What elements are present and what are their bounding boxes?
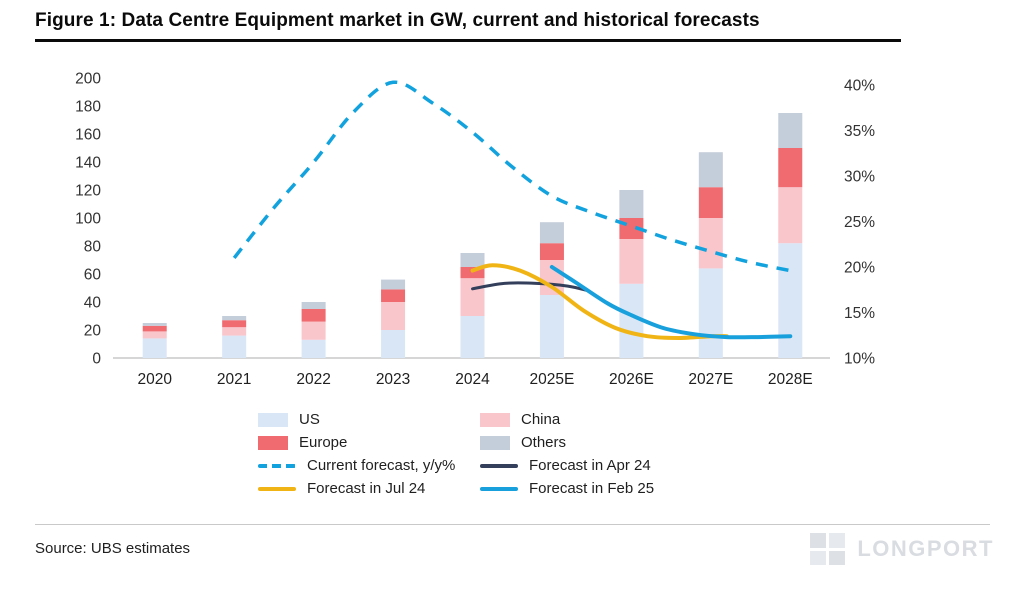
bar-segment-others <box>142 323 167 326</box>
bar-segment-us <box>539 295 564 358</box>
x-axis-label: 2021 <box>217 371 251 388</box>
bar-segment-china <box>698 218 723 269</box>
y-axis-left-tick: 120 <box>75 183 101 200</box>
legend-item-forecast-in-feb-25: Forecast in Feb 25 <box>480 477 730 500</box>
line-forecast-in-feb-25 <box>549 265 793 340</box>
bar-segment-us <box>301 339 326 358</box>
figure-header: Figure 1: Data Centre Equipment market i… <box>35 10 901 42</box>
y-axis-left-tick: 80 <box>84 239 102 256</box>
y-axis-right-tick: 30% <box>844 169 875 186</box>
legend-swatch-forecast-in-apr-24 <box>480 463 518 468</box>
legend-item-forecast-in-jul-24: Forecast in Jul 24 <box>258 477 480 500</box>
x-axis-label: 2024 <box>455 371 490 388</box>
chart-area: 0 20 40 60 80 100 120 140 160 180 200 10% 15% 20% 25% 3… <box>30 58 890 406</box>
legend-label-others: Others <box>521 434 567 451</box>
bar-segment-china <box>778 187 803 244</box>
bar-segment-china <box>142 331 167 339</box>
y-axis-left-tick: 60 <box>84 267 102 284</box>
legend-swatch-europe <box>258 435 288 450</box>
source-note: Source: UBS estimates <box>35 540 191 557</box>
bar-segment-china <box>619 239 644 284</box>
bar-segment-china <box>460 278 485 316</box>
y-axis-right-tick: 10% <box>844 351 875 368</box>
bar-segment-others <box>778 113 803 148</box>
bar-segment-us <box>381 330 406 358</box>
bar-segment-others <box>539 222 564 244</box>
bar-segment-china <box>381 302 406 330</box>
bar-segment-us <box>778 243 803 358</box>
market-chart: 0 20 40 60 80 100 120 140 160 180 200 10% 15% 20% 25% 3… <box>75 71 875 389</box>
bar-segment-us <box>460 316 485 358</box>
y-axis-left-tick: 200 <box>75 71 101 88</box>
y-axis-left-tick: 40 <box>84 295 102 312</box>
legend-item-others: Others <box>480 431 730 454</box>
legend-swatch-others <box>480 435 510 450</box>
legend-label-us: US <box>299 411 320 428</box>
y-axis-right-tick: 20% <box>844 260 875 277</box>
x-axis-label: 2026E <box>609 371 654 388</box>
legend-item-china: China <box>480 408 730 431</box>
y-axis-left-tick: 160 <box>75 127 101 144</box>
bar-segment-others <box>619 190 644 218</box>
legend-item-europe: Europe <box>258 431 480 454</box>
bar-segment-china <box>222 327 247 336</box>
legend-swatch-current-forecast-y-y- <box>258 463 296 468</box>
legend-label-forecast-in-apr-24: Forecast in Apr 24 <box>529 457 651 474</box>
bar-segment-europe <box>381 289 406 302</box>
bar-segment-others <box>222 316 247 321</box>
y-axis-left-tick: 180 <box>75 99 101 116</box>
bar-segment-china <box>301 321 326 340</box>
legend-item-forecast-in-apr-24: Forecast in Apr 24 <box>480 454 730 477</box>
x-axis-label: 2023 <box>376 371 410 388</box>
x-axis-label: 2027E <box>688 371 733 388</box>
y-axis-right-tick: 40% <box>844 78 875 95</box>
bar-segment-europe <box>301 309 326 322</box>
longport-logo-icon <box>810 533 846 565</box>
legend-label-europe: Europe <box>299 434 348 451</box>
legend-swatch-us <box>258 412 288 427</box>
legend-swatch-forecast-in-feb-25 <box>480 486 518 491</box>
figure-title: Figure 1: Data Centre Equipment market i… <box>35 10 760 31</box>
legend-label-forecast-in-feb-25: Forecast in Feb 25 <box>529 480 655 497</box>
y-axis-left-tick: 0 <box>92 351 101 368</box>
legend-swatch-china <box>480 412 510 427</box>
bar-segment-europe <box>460 267 485 279</box>
legend-label-current-forecast-y-y-: Current forecast, y/y% <box>307 457 456 474</box>
bar-segment-europe <box>222 320 247 328</box>
y-axis-left-tick: 140 <box>75 155 101 172</box>
line-forecast-in-jul-24 <box>470 263 729 341</box>
bar-segment-europe <box>539 243 564 260</box>
bar-segment-us <box>142 338 167 358</box>
bar-segment-us <box>222 335 247 358</box>
bar-segment-others <box>698 152 723 188</box>
legend-label-china: China <box>521 411 561 428</box>
legend-label-forecast-in-jul-24: Forecast in Jul 24 <box>307 480 426 497</box>
bar-segment-others <box>460 253 485 267</box>
bar-segment-europe <box>698 187 723 218</box>
bar-segment-us <box>698 268 723 358</box>
y-axis-right-tick: 15% <box>844 305 875 322</box>
bar-segment-others <box>381 279 406 290</box>
legend-item-current-forecast-y-y-: Current forecast, y/y% <box>258 454 480 477</box>
x-axis-label: 2028E <box>768 371 813 388</box>
longport-watermark: LONGPORT <box>809 532 994 566</box>
x-axis-label: 2025E <box>530 371 575 388</box>
watermark-text: LONGPORT <box>857 536 994 561</box>
legend: US China Europe Others Current forecast, y/y… <box>258 408 730 500</box>
y-axis-right-tick: 35% <box>844 123 875 140</box>
y-axis-left-tick: 100 <box>75 211 101 228</box>
legend-swatch-forecast-in-jul-24 <box>258 486 296 491</box>
y-axis-right-tick: 25% <box>844 214 875 231</box>
bar-segment-europe <box>142 325 167 332</box>
line-current-forecast-y-y- <box>232 80 791 273</box>
y-axis-left-tick: 20 <box>84 323 102 340</box>
footer-divider <box>35 524 990 525</box>
line-forecast-in-apr-24 <box>471 281 590 293</box>
x-axis-label: 2022 <box>296 371 330 388</box>
x-axis-label: 2020 <box>137 371 172 388</box>
bar-segment-europe <box>778 148 803 188</box>
legend-item-us: US <box>258 408 480 431</box>
bar-segment-others <box>301 302 326 309</box>
